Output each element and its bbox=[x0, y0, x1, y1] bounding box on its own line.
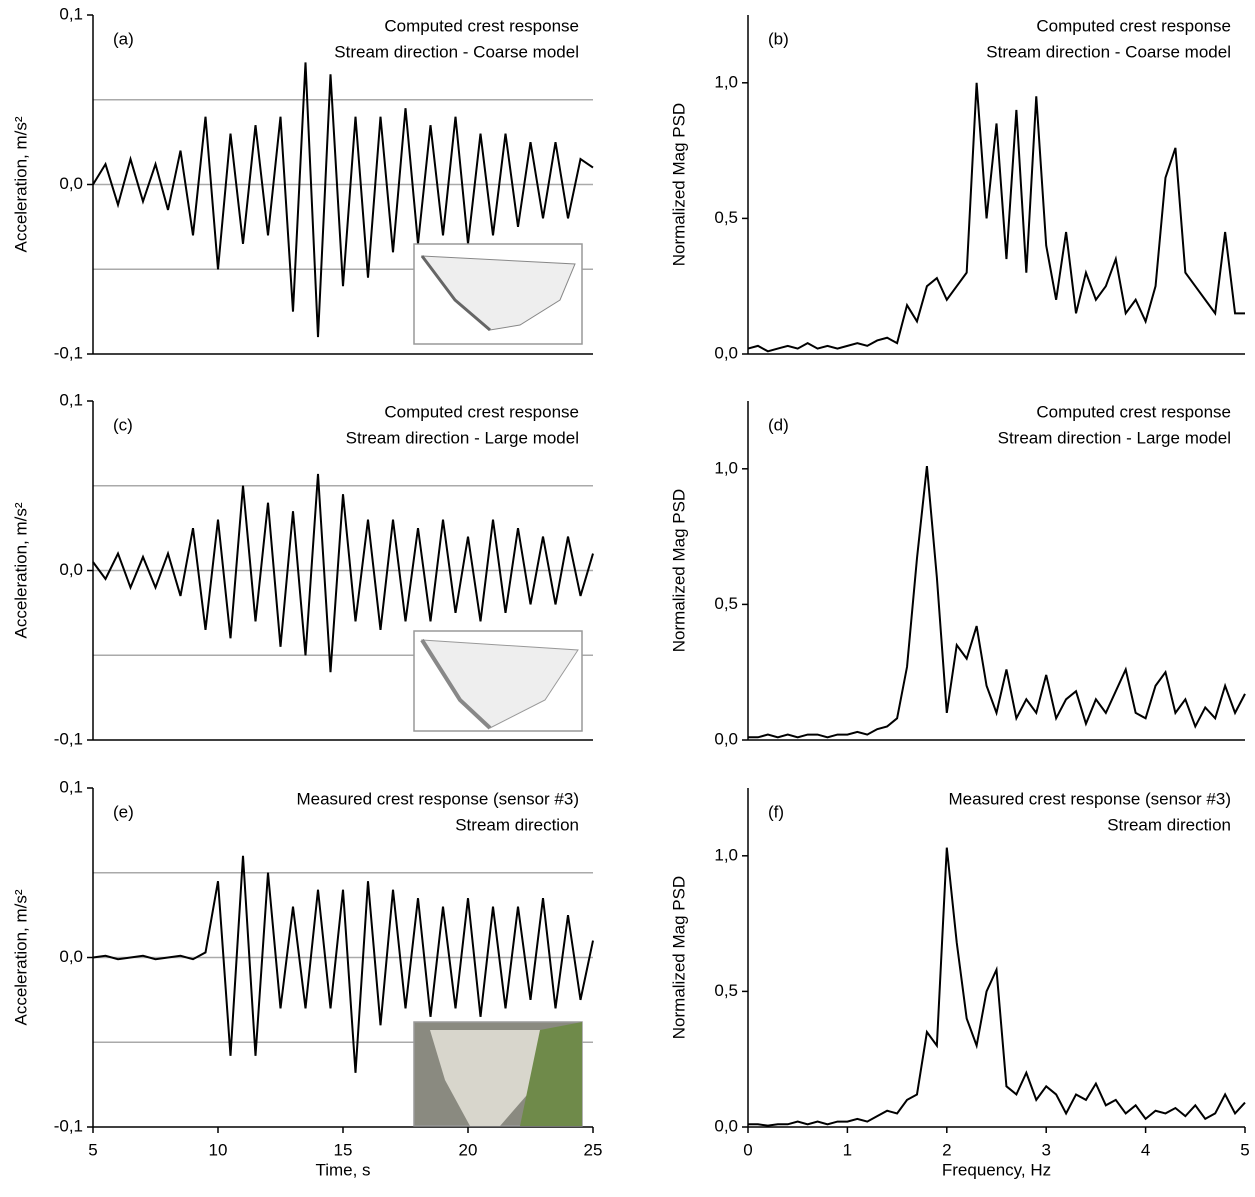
x-tick-label: 20 bbox=[459, 1140, 478, 1159]
y-tick-label: 0,1 bbox=[59, 390, 83, 409]
data-line bbox=[92, 473, 594, 673]
annotation: Stream direction - Large model bbox=[346, 428, 579, 447]
panel-label: (d) bbox=[768, 415, 789, 434]
annotation: Stream direction - Large model bbox=[998, 428, 1231, 447]
panel: 0,0 0,5 1,0 Normalized Mag PSD (b) Computed c… bbox=[669, 15, 1245, 362]
y-tick-label: 1,0 bbox=[714, 458, 738, 477]
y-tick-label: -0,1 bbox=[54, 1116, 83, 1135]
y-tick-label: 0,5 bbox=[714, 594, 738, 613]
data-line bbox=[748, 465, 1246, 739]
x-tick-label: 2 bbox=[942, 1140, 951, 1159]
y-tick-label: 0,1 bbox=[59, 4, 83, 23]
x-tick-label: 5 bbox=[1240, 1140, 1249, 1159]
annotation: Measured crest response (sensor #3) bbox=[948, 789, 1231, 808]
y-axis-label: Acceleration, m/s² bbox=[11, 889, 30, 1025]
y-tick-label: 0,0 bbox=[59, 947, 83, 966]
panel: -0,1 0,0 0,1 Acceleration, m/s² (c) Computed … bbox=[11, 390, 594, 748]
annotation: Stream direction bbox=[455, 815, 579, 834]
data-line bbox=[92, 62, 594, 338]
panel: -0,1 0,0 0,1 5 10 15 20 25 Time, s Acceleration, … bbox=[11, 777, 602, 1179]
y-axis-label: Normalized Mag PSD bbox=[669, 876, 688, 1039]
annotation: Computed crest response bbox=[384, 402, 579, 421]
y-axis-label: Acceleration, m/s² bbox=[11, 116, 30, 252]
y-tick-label: -0,1 bbox=[54, 729, 83, 748]
x-axis-label: Frequency, Hz bbox=[942, 1160, 1051, 1179]
x-tick-label: 0 bbox=[743, 1140, 752, 1159]
y-axis-label: Normalized Mag PSD bbox=[669, 103, 688, 266]
x-tick-label: 25 bbox=[584, 1140, 603, 1159]
x-tick-label: 15 bbox=[334, 1140, 353, 1159]
panel-label: (b) bbox=[768, 29, 789, 48]
annotation: Stream direction bbox=[1107, 815, 1231, 834]
data-line bbox=[748, 847, 1246, 1127]
data-line bbox=[747, 82, 1245, 353]
panel: 0,0 0,5 1,0 Normalized Mag PSD (d) Computed c… bbox=[669, 401, 1246, 748]
annotation: Computed crest response bbox=[384, 16, 579, 35]
panel-label: (c) bbox=[113, 415, 133, 434]
annotation: Computed crest response bbox=[1036, 16, 1231, 35]
x-tick-label: 4 bbox=[1141, 1140, 1150, 1159]
annotation: Stream direction - Coarse model bbox=[986, 42, 1231, 61]
y-axis-label: Normalized Mag PSD bbox=[669, 489, 688, 652]
annotation: Measured crest response (sensor #3) bbox=[296, 789, 579, 808]
y-tick-label: 0,0 bbox=[59, 560, 83, 579]
y-tick-label: 0,0 bbox=[714, 729, 738, 748]
y-tick-label: 0,1 bbox=[59, 777, 83, 796]
x-tick-label: 3 bbox=[1041, 1140, 1050, 1159]
x-tick-label: 5 bbox=[88, 1140, 97, 1159]
inset-dam-photo bbox=[413, 1021, 583, 1127]
y-tick-label: -0,1 bbox=[54, 343, 83, 362]
annotation: Stream direction - Coarse model bbox=[334, 42, 579, 61]
y-axis-label: Acceleration, m/s² bbox=[11, 502, 30, 638]
y-tick-label: 1,0 bbox=[714, 845, 738, 864]
panel-label: (e) bbox=[113, 802, 134, 821]
annotation: Computed crest response bbox=[1036, 402, 1231, 421]
x-tick-label: 10 bbox=[209, 1140, 228, 1159]
y-tick-label: 0,5 bbox=[714, 208, 738, 227]
x-axis-label: Time, s bbox=[315, 1160, 370, 1179]
x-tick-label: 1 bbox=[843, 1140, 852, 1159]
y-tick-label: 1,0 bbox=[714, 72, 738, 91]
y-tick-label: 0,0 bbox=[714, 1116, 738, 1135]
panel-label: (a) bbox=[113, 29, 134, 48]
inset-coarse-model bbox=[413, 243, 583, 345]
panel: 0,0 0,5 1,0 0 1 2 3 4 5 Frequency, Hz Normalized M… bbox=[669, 788, 1250, 1179]
panel-label: (f) bbox=[768, 802, 784, 821]
data-line bbox=[92, 855, 594, 1073]
y-tick-label: 0,0 bbox=[714, 343, 738, 362]
y-tick-label: 0,0 bbox=[59, 174, 83, 193]
y-tick-label: 0,5 bbox=[714, 981, 738, 1000]
inset-large-model bbox=[413, 630, 583, 732]
